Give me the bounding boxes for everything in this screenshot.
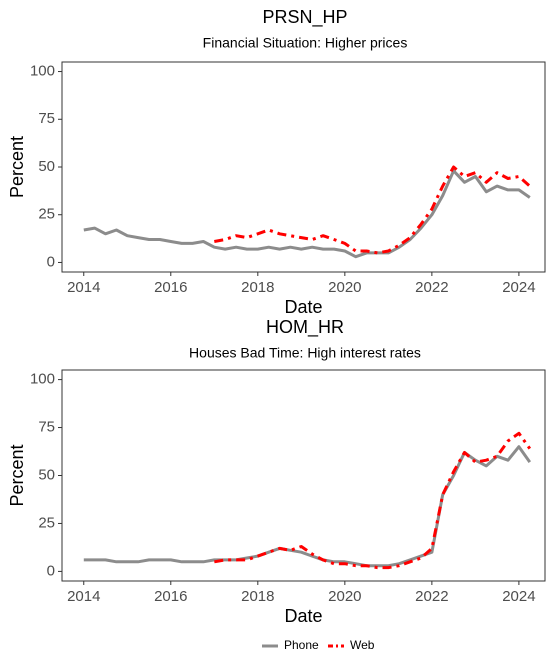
plot-frame — [61, 61, 546, 273]
x-axis-label: Date — [284, 297, 322, 317]
y-tick-label: 100 — [30, 371, 55, 388]
x-tick-label: 2024 — [502, 279, 535, 296]
x-axis-label: Date — [284, 606, 322, 626]
y-axis-label: Percent — [7, 444, 27, 506]
series-line — [214, 431, 532, 570]
y-tick-label: 0 — [47, 253, 55, 270]
chart-subtitle: Financial Situation: Higher prices — [203, 35, 408, 51]
y-tick-label: 75 — [38, 110, 55, 127]
chart-title: HOM_HR — [266, 317, 344, 338]
y-tick-label: 50 — [38, 466, 55, 483]
y-axis-label: Percent — [7, 136, 27, 198]
legend-label: Phone — [284, 638, 319, 652]
series-line — [83, 169, 531, 259]
x-tick-label: 2020 — [328, 279, 361, 296]
x-tick-label: 2016 — [154, 588, 187, 605]
y-tick-label: 25 — [38, 514, 55, 531]
legend-label: Web — [350, 638, 375, 652]
y-tick-label: 100 — [30, 63, 55, 80]
chart-title: PRSN_HP — [262, 7, 347, 28]
series-line — [83, 445, 532, 568]
y-tick-label: 0 — [47, 562, 55, 579]
x-tick-label: 2018 — [241, 588, 274, 605]
chart-subtitle: Houses Bad Time: High interest rates — [189, 345, 421, 361]
x-tick-label: 2014 — [67, 588, 100, 605]
x-tick-label: 2024 — [502, 588, 535, 605]
y-tick-label: 25 — [38, 206, 55, 223]
y-tick-label: 50 — [38, 158, 55, 175]
x-tick-label: 2014 — [67, 279, 100, 296]
x-tick-label: 2022 — [415, 279, 448, 296]
x-tick-label: 2020 — [328, 588, 361, 605]
x-tick-label: 2016 — [154, 279, 187, 296]
x-tick-label: 2022 — [415, 588, 448, 605]
series-line — [214, 165, 531, 255]
x-tick-label: 2018 — [241, 279, 274, 296]
y-tick-label: 75 — [38, 419, 55, 436]
